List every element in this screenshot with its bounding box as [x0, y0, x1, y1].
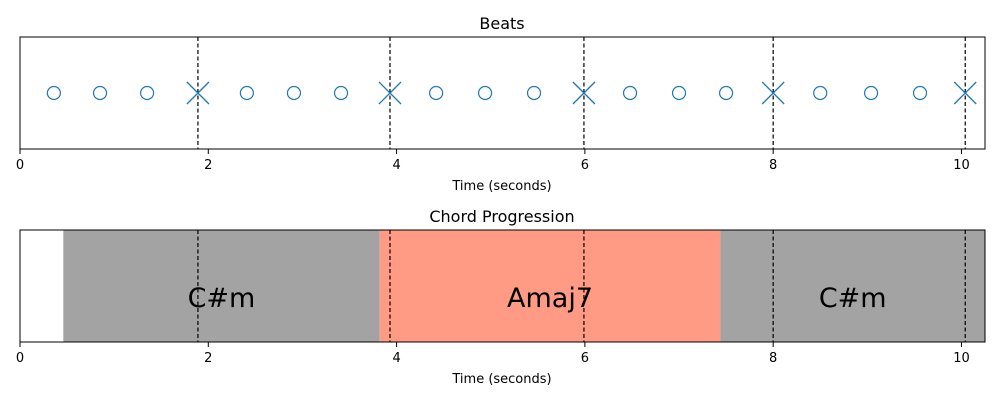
downbeat-marker-stroke — [378, 81, 402, 105]
chord-x-axis: 0 2 4 6 8 10 — [16, 342, 970, 366]
downbeat-marker — [761, 81, 785, 105]
chord-label: C#m — [188, 283, 256, 314]
chord-label: Amaj7 — [507, 283, 593, 314]
beat-marker — [526, 85, 542, 101]
downbeat-marker — [186, 81, 210, 105]
beat-marker — [718, 85, 734, 101]
chord-segment — [63, 230, 380, 342]
downbeat-marker — [378, 81, 402, 105]
beats-xlabel: Time (seconds) — [451, 179, 551, 194]
chord-tick-label: 10 — [953, 351, 970, 366]
chord-tick-label: 0 — [16, 351, 24, 366]
downbeat-marker-stroke — [186, 81, 210, 105]
chord-xlabel: Time (seconds) — [451, 372, 551, 387]
chord-segment — [379, 230, 721, 342]
beat-marker — [813, 85, 828, 101]
beat-marker — [622, 85, 638, 101]
chord-tick-label: 4 — [392, 351, 400, 366]
chord-tick-label: 8 — [769, 351, 777, 366]
beat-marker — [92, 85, 108, 101]
beats-title: Beats — [479, 14, 524, 33]
chord-tick-label: 2 — [204, 351, 212, 366]
beats-tick-label: 4 — [392, 158, 400, 173]
chord-label: C#m — [819, 283, 887, 314]
beat-marker — [286, 85, 302, 101]
downbeat-marker — [953, 81, 977, 105]
chord-title: Chord Progression — [429, 207, 574, 226]
beats-tick-label: 10 — [953, 158, 970, 173]
downbeat-marker-stroke — [761, 81, 785, 105]
beat-marker — [46, 85, 61, 101]
beat-marker — [239, 85, 254, 101]
beats-tick-label: 0 — [16, 158, 24, 173]
beat-marker — [477, 85, 493, 101]
downbeat-marker-stroke — [953, 81, 977, 105]
beats-x-axis: 0 2 4 6 8 10 — [16, 149, 970, 173]
chord-axes-frame — [19, 229, 986, 343]
downbeat-marker — [572, 81, 596, 105]
beat-marker — [429, 85, 444, 101]
beat-marker — [863, 85, 879, 101]
beat-marker — [671, 85, 687, 101]
chord-tick-label: 6 — [581, 351, 589, 366]
beats-tick-label: 8 — [769, 158, 777, 173]
beats-axes-frame — [19, 36, 986, 150]
downbeat-marker-stroke — [572, 81, 596, 105]
beat-marker — [912, 85, 928, 101]
beat-marker — [333, 85, 349, 101]
chord-segment — [720, 230, 985, 342]
beat-marker — [139, 85, 155, 101]
beats-panel: Beats 0 2 4 6 8 10 Time (seconds) — [16, 14, 986, 194]
chord-panel: Chord Progression C#m Amaj7 C#m 0 2 4 6 8 10 Ti… — [16, 207, 986, 387]
beats-tick-label: 2 — [204, 158, 212, 173]
chord-plot-area: C#m Amaj7 C#m — [63, 230, 985, 342]
beats-plot-area — [46, 37, 977, 149]
beats-tick-label: 6 — [581, 158, 589, 173]
